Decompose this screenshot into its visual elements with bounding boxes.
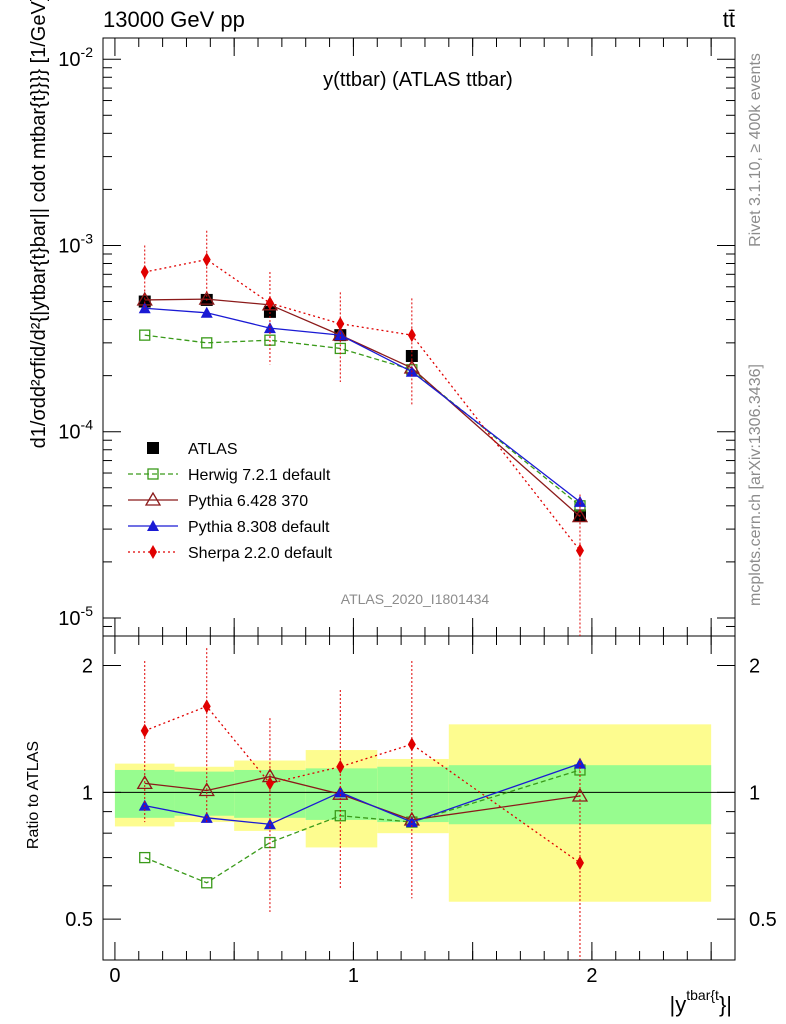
ratio-y-tick-label-right: 2 [749, 656, 760, 678]
x-axis-label-tail: }| [719, 992, 732, 1017]
legend-marker-atlas [147, 442, 159, 454]
ratio-plot-frame: 0 1 2 2 1 0.5 2 1 0.5 [65, 635, 777, 987]
ratio-y-tick-label-right: 0.5 [749, 909, 777, 931]
series-line-sherpa-2-2-0-default [144, 258, 581, 551]
plot-title-text: y(ttbar) (ATLAS ttbar) [323, 69, 513, 91]
x-tick-label: 0 [109, 965, 120, 987]
ratio-y-tick-label: 0.5 [65, 909, 93, 931]
process-label: tt̄ [723, 7, 735, 32]
mcplots-label: mcplots.cern.ch [arXiv:1306.3436] [747, 364, 764, 606]
series-point-sherpa-2-2-0-default [140, 265, 149, 280]
main-plot-frame: 10-2 10-3 10-4 10-5 [58, 37, 736, 637]
x-tick-label: 1 [348, 965, 359, 987]
series-point-pythia-8-308-default [573, 495, 586, 507]
ratio-y-tick-label: 1 [82, 782, 93, 804]
legend-label-atlas: ATLAS [188, 441, 238, 458]
main-y-axis-label: d1/σdd²σfid/d²{|ytbar{t}bar|| cdot mtbar… [28, 0, 50, 448]
ratio-y-tick-label: 2 [82, 656, 93, 678]
series-point-atlas [263, 305, 276, 318]
series-point-pythia-8-308-default [138, 302, 151, 314]
legend: ATLAS Herwig 7.2.1 default Pythia 6.428 37… [128, 441, 333, 562]
ratio-line-pythia-6-428-370 [144, 775, 581, 821]
series-point-sherpa-2-2-0-default [336, 316, 345, 331]
ratio-line-sherpa-2-2-0-default [144, 705, 581, 864]
series-point-sherpa-2-2-0-default [265, 296, 274, 311]
main-y-tick-label: 10-2 [58, 44, 93, 71]
ratio-point-sherpa-2-2-0-default [407, 737, 416, 752]
ratio-plot-border [102, 635, 736, 961]
series-point-pythia-6-428-370 [198, 290, 215, 305]
x-axis-label: |ytbar{t}| [670, 987, 732, 1017]
ratio-y-tick-label-right: 1 [749, 782, 760, 804]
legend-label-herwig-7-2-1-default: Herwig 7.2.1 default [188, 467, 331, 484]
ratio-point-herwig-7-2-1-default [139, 851, 151, 864]
series-point-herwig-7-2-1-default [139, 329, 151, 341]
ratio-uncertainty-bands [114, 724, 712, 902]
legend-label-sherpa-2-2-0-default: Sherpa 2.2.0 default [188, 545, 333, 562]
ratio-y-axis-label: Ratio to ATLAS [25, 741, 42, 849]
series-point-pythia-8-308-default [334, 329, 347, 341]
ratio-point-herwig-7-2-1-default [201, 877, 213, 889]
series-line-pythia-8-308-default [144, 307, 581, 503]
ratio-point-sherpa-2-2-0-default [336, 759, 345, 774]
x-tick-label: 2 [586, 965, 597, 987]
series-point-herwig-7-2-1-default [201, 337, 213, 349]
series-point-sherpa-2-2-0-default [575, 543, 584, 558]
ratio-point-sherpa-2-2-0-default [575, 855, 584, 870]
legend-label-pythia-6-428-370: Pythia 6.428 370 [188, 493, 308, 510]
x-axis-label-main: |y [670, 992, 687, 1017]
plot-title: y(ttbar) (ATLAS ttbar) [323, 69, 513, 91]
ratio-point-sherpa-2-2-0-default [265, 776, 274, 791]
ratio-point-pythia-6-428-370 [136, 775, 153, 790]
main-series-group [136, 230, 589, 636]
energy-label: 13000 GeV pp [103, 7, 245, 32]
ratio-line-pythia-8-308-default [144, 762, 581, 825]
rivet-version-label: Rivet 3.1.10, ≥ 400k events [747, 53, 764, 247]
series-point-pythia-8-308-default [200, 306, 213, 318]
ratio-point-pythia-6-428-370 [571, 787, 589, 802]
main-y-axis-label-text: d1/σdd²σfid/d²{|ytbar{t}bar|| cdot mtbar… [28, 0, 50, 448]
series-point-pythia-8-308-default [263, 322, 276, 334]
ratio-line-herwig-7-2-1-default [144, 769, 581, 884]
series-point-sherpa-2-2-0-default [407, 328, 416, 343]
ratio-point-sherpa-2-2-0-default [202, 699, 211, 714]
ratio-series-group [136, 648, 589, 960]
series-point-pythia-6-428-370 [571, 508, 589, 523]
legend-label-pythia-8-308-default: Pythia 8.308 default [188, 519, 330, 536]
legend-marker-herwig-7-2-1-default [147, 468, 159, 480]
legend-marker-pythia-8-308-default [147, 520, 159, 531]
legend-marker-sherpa-2-2-0-default [149, 545, 157, 559]
main-y-tick-label: 10-4 [58, 417, 93, 444]
legend-marker-pythia-6-428-370 [144, 491, 162, 506]
ratio-point-sherpa-2-2-0-default [140, 723, 149, 738]
x-axis-label-sup: tbar{t [686, 987, 719, 1003]
analysis-watermark: ATLAS_2020_I1801434 [341, 591, 490, 607]
main-y-tick-label: 10-5 [58, 603, 93, 630]
series-point-sherpa-2-2-0-default [202, 252, 211, 267]
ratio-stat-band [174, 771, 235, 816]
main-y-tick-label: 10-3 [58, 230, 93, 257]
ratio-point-pythia-6-428-370 [198, 782, 215, 797]
